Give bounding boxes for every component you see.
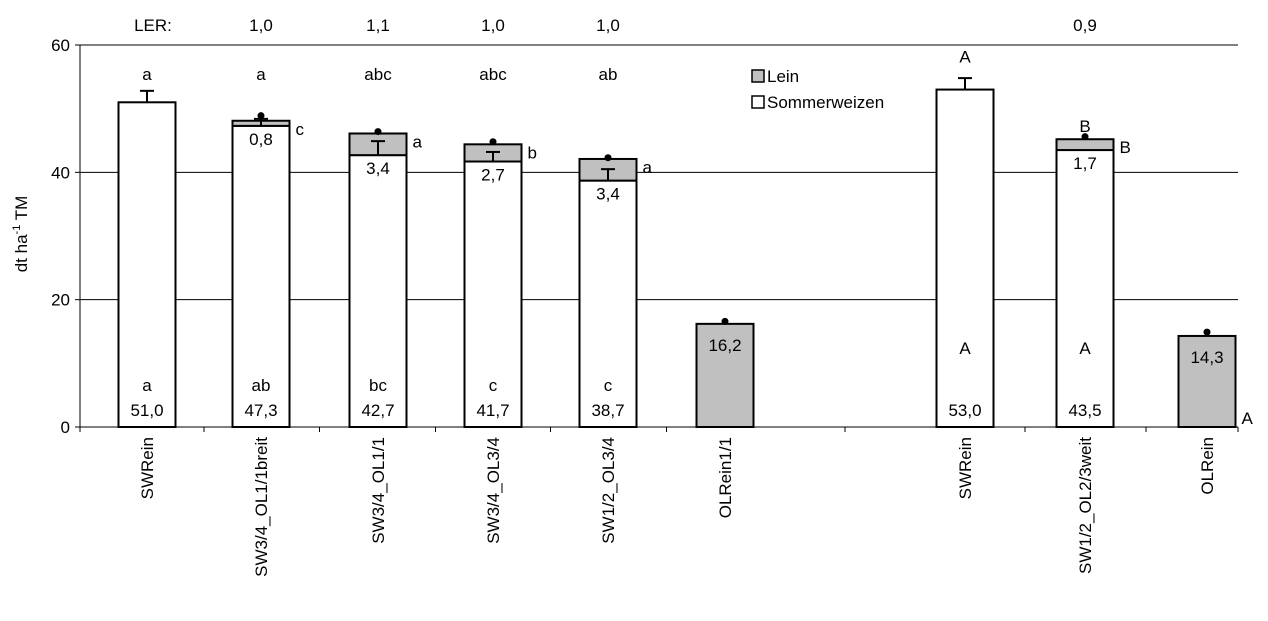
error-dot-total xyxy=(374,128,382,136)
bar-wheat xyxy=(231,124,291,429)
significance-letter-side: c xyxy=(296,120,305,139)
x-tick-label: SW1/2_OL3/4 xyxy=(599,437,618,544)
error-dot-total xyxy=(721,317,729,325)
y-tick-label: 20 xyxy=(51,291,70,310)
bars xyxy=(117,77,1237,429)
significance-letter-in-bar: c xyxy=(604,376,613,395)
bar-wheat xyxy=(1055,149,1115,429)
legend-swatch xyxy=(751,95,765,109)
significance-letter-top: a xyxy=(256,65,266,84)
value-label-wheat: 47,3 xyxy=(244,401,277,420)
value-label-wheat: 38,7 xyxy=(591,401,624,420)
error-dot-total xyxy=(1081,133,1089,141)
x-tick-label: SW1/2_OL2/3weit xyxy=(1076,437,1095,574)
significance-letter-side: A xyxy=(1242,409,1254,428)
y-axis-label: dt ha-1 TM xyxy=(11,196,31,273)
bar-wheat xyxy=(348,154,408,428)
significance-letter-in-bar: bc xyxy=(369,376,387,395)
y-tick-label: 0 xyxy=(61,418,70,437)
ler-value: 0,9 xyxy=(1073,16,1097,35)
ler-value: 1,0 xyxy=(596,16,620,35)
significance-letter-top: ab xyxy=(599,65,618,84)
legend-label: Sommerweizen xyxy=(767,93,884,112)
legend: Lein Sommerweizen xyxy=(751,67,884,112)
x-tick-label: SWRein xyxy=(956,437,975,499)
value-label-wheat: 53,0 xyxy=(948,401,981,420)
error-dot-total xyxy=(604,154,612,162)
significance-letter-in-bar: ab xyxy=(252,376,271,395)
y-tick-label: 60 xyxy=(51,36,70,55)
significance-letter-side: B xyxy=(1120,138,1131,157)
value-label-wheat: 41,7 xyxy=(476,401,509,420)
x-tick-label: OLRein1/1 xyxy=(716,437,735,518)
significance-letter-side: a xyxy=(643,158,653,177)
error-dot-total xyxy=(1203,328,1211,336)
ler-value: 1,0 xyxy=(249,16,273,35)
value-label-flax: 14,3 xyxy=(1190,348,1223,367)
value-label-flax: 2,7 xyxy=(481,166,505,185)
value-label-flax: 1,7 xyxy=(1073,154,1097,173)
significance-letter-side: b xyxy=(528,143,537,162)
bar-wheat xyxy=(463,160,523,428)
significance-letter-side: a xyxy=(413,132,423,151)
legend-swatch xyxy=(751,69,765,83)
value-label-flax: 3,4 xyxy=(596,185,620,204)
significance-letter-in-bar: A xyxy=(1079,339,1091,358)
value-label-wheat: 51,0 xyxy=(130,401,163,420)
ler-value: 1,1 xyxy=(366,16,390,35)
ler-label: LER: xyxy=(134,16,172,35)
value-label-wheat: 42,7 xyxy=(361,401,394,420)
value-label-flax: 0,8 xyxy=(249,130,273,149)
significance-letter-in-bar: c xyxy=(489,376,498,395)
bar-flax xyxy=(1055,138,1115,152)
significance-letter-in-bar: a xyxy=(142,376,152,395)
x-tick-label: OLRein xyxy=(1198,437,1217,495)
error-dot-total xyxy=(257,112,265,120)
bar-wheat xyxy=(117,101,177,429)
x-tick-label: SW3/4_OL3/4 xyxy=(484,437,503,544)
bar-flax xyxy=(1177,334,1237,428)
ler-value: 1,0 xyxy=(481,16,505,35)
significance-letter-top: a xyxy=(142,65,152,84)
x-tick-label: SW3/4_OL1/1breit xyxy=(252,437,271,577)
y-tick-label: 40 xyxy=(51,163,70,182)
value-label-flax: 3,4 xyxy=(366,159,390,178)
labels: aa51,0SWReinac0,8ab47,31,0SW3/4_OL1/1bre… xyxy=(130,16,1253,577)
significance-letter-top: A xyxy=(959,48,971,67)
x-tick-label: SWRein xyxy=(138,437,157,499)
significance-letter-top: abc xyxy=(364,65,392,84)
legend-label: Lein xyxy=(767,67,799,86)
bar-wheat xyxy=(935,88,995,428)
x-tick-label: SW3/4_OL1/1 xyxy=(369,437,388,544)
value-label-wheat: 43,5 xyxy=(1068,401,1101,420)
error-dot-total xyxy=(489,138,497,146)
significance-letter-in-bar: A xyxy=(959,339,971,358)
significance-letter-top: abc xyxy=(479,65,507,84)
value-label-flax: 16,2 xyxy=(708,336,741,355)
significance-letter-top: B xyxy=(1079,117,1090,136)
